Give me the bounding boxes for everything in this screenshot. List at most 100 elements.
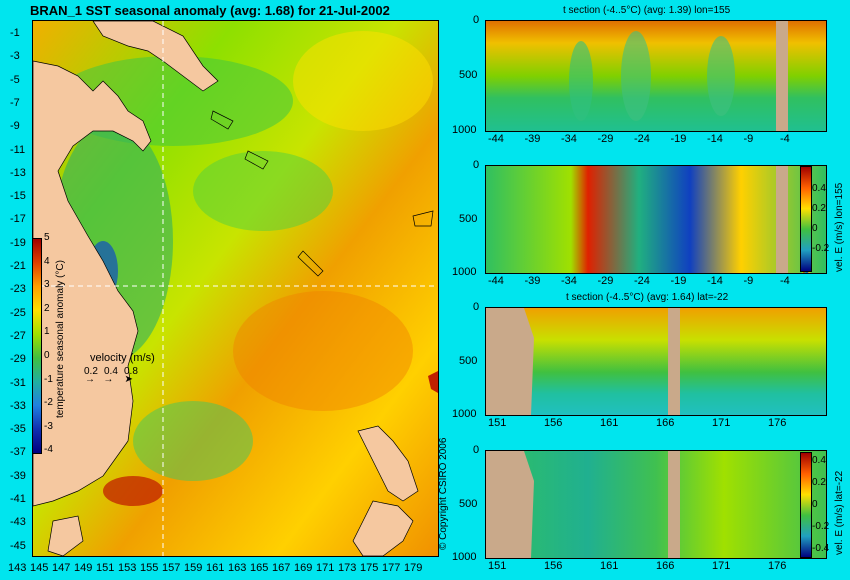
section-x-tick: 176 xyxy=(768,417,787,429)
section-x-tick: -29 xyxy=(597,275,614,287)
section-y-tick: 1000 xyxy=(452,124,477,136)
colorbar-tick: -4 xyxy=(44,444,53,456)
vel-lon-colorbar xyxy=(800,166,812,272)
map-y-tick: -21 xyxy=(10,260,26,272)
map-x-tick: 157 xyxy=(162,562,181,574)
map-x-tick: 149 xyxy=(74,562,93,574)
map-y-tick: -43 xyxy=(10,516,26,529)
map-x-tick: 169 xyxy=(294,562,313,574)
map-y-tick: -45 xyxy=(10,539,26,552)
velocity-legend-label: velocity (m/s) xyxy=(90,352,155,364)
velocity-value: 0.2 xyxy=(84,366,98,377)
vel-lat-colorbar-tick: 0 xyxy=(812,499,818,510)
vel-lat-colorbar-tick: -0.4 xyxy=(812,543,830,554)
section-x-tick: -9 xyxy=(743,133,754,145)
section-x-tick: -9 xyxy=(743,275,754,287)
t-section-lon[interactable] xyxy=(485,20,827,132)
vel-lat-colorbar-tick: 0.2 xyxy=(812,477,826,488)
map-y-tick: -11 xyxy=(10,143,26,156)
map-x-tick: 143 xyxy=(8,562,27,574)
map-y-tick: -9 xyxy=(10,120,20,133)
section-x-tick: -24 xyxy=(634,133,650,145)
section-y-tick: 0 xyxy=(473,159,480,171)
map-x-tick: 145 xyxy=(30,562,49,574)
copyright-text: © Copyright CSIRO 2006 xyxy=(438,437,449,550)
map-y-tick: -37 xyxy=(10,446,26,459)
section-y-tick: 0 xyxy=(473,14,480,26)
map-x-tick: 177 xyxy=(382,562,401,574)
map-x-tick: 159 xyxy=(184,562,203,574)
map-x-tick: 163 xyxy=(228,562,247,574)
section-x-tick: -39 xyxy=(524,133,541,145)
section-x-tick: -34 xyxy=(561,275,577,287)
map-y-tick: -1 xyxy=(10,27,20,39)
section-x-tick: 171 xyxy=(712,417,731,429)
vel-lat-label: vel. E (m/s) lat=-22 xyxy=(834,470,845,555)
map-x-tick: 173 xyxy=(338,562,357,574)
map-x-tick: 153 xyxy=(118,562,137,574)
vel-section-lon[interactable] xyxy=(485,165,827,274)
map-y-tick: -23 xyxy=(10,283,26,296)
velocity-legend-arrows: → → ➤ xyxy=(85,374,133,385)
colorbar-tick: 5 xyxy=(44,232,50,243)
vel-lon-colorbar-tick: 0.4 xyxy=(812,183,826,194)
map-y-tick: -33 xyxy=(10,399,26,412)
section-x-tick: -44 xyxy=(488,275,504,287)
section-x-tick: 156 xyxy=(544,417,563,429)
section-x-tick: 151 xyxy=(488,560,507,572)
map-x-tick: 175 xyxy=(360,562,379,574)
section-y-tick: 1000 xyxy=(452,408,477,420)
vel-lat-colorbar-tick: -0.2 xyxy=(812,521,830,532)
section-y-tick: 0 xyxy=(473,444,480,456)
section-y-tick: 1000 xyxy=(452,266,477,278)
map-x-tick: 161 xyxy=(206,562,225,574)
section-x-tick: -39 xyxy=(524,275,541,287)
map-colorbar-label: temperature seasonal anomaly (°C) xyxy=(55,260,66,418)
section-x-tick: -4 xyxy=(780,275,790,287)
t-section-lat[interactable] xyxy=(485,307,827,416)
map-y-tick: -13 xyxy=(10,166,26,179)
map-x-tick: 171 xyxy=(316,562,335,574)
vel-section-lat[interactable] xyxy=(485,450,827,559)
map-title: BRAN_1 SST seasonal anomaly (avg: 1.68) … xyxy=(30,3,390,18)
section-x-tick: 171 xyxy=(712,560,731,572)
section-x-tick: -29 xyxy=(597,133,614,145)
colorbar-tick: 3 xyxy=(44,279,50,291)
map-y-tick: -39 xyxy=(10,469,26,482)
map-y-tick: -25 xyxy=(10,306,26,319)
map-y-tick: -31 xyxy=(10,376,26,389)
section-x-tick: 161 xyxy=(600,560,619,572)
map-y-tick: -29 xyxy=(10,353,26,366)
map-x-tick: 155 xyxy=(140,562,159,574)
section-x-tick: 161 xyxy=(600,417,619,429)
section-x-tick: -14 xyxy=(707,275,723,287)
map-x-tick: 165 xyxy=(250,562,269,574)
sst-map[interactable] xyxy=(32,20,439,557)
section-y-tick: 500 xyxy=(459,354,478,367)
colorbar-tick: 0 xyxy=(44,350,50,361)
vel-lon-label: vel. E (m/s) lon=155 xyxy=(834,182,845,272)
section-x-tick: -24 xyxy=(634,275,650,287)
section-x-tick: -19 xyxy=(670,133,687,145)
t-lat-title: t section (-4..5°C) (avg: 1.64) lat=-22 xyxy=(566,292,729,303)
map-y-tick: -17 xyxy=(10,213,26,226)
section-x-tick: -44 xyxy=(488,133,504,145)
vel-lon-colorbar-tick: -0.2 xyxy=(812,243,830,254)
map-y-tick: -7 xyxy=(10,96,20,109)
map-x-tick: 151 xyxy=(96,562,115,574)
velocity-value: 0.8 xyxy=(124,366,138,377)
map-y-tick: -3 xyxy=(10,50,20,63)
section-x-tick: -19 xyxy=(670,275,687,287)
section-y-tick: 500 xyxy=(459,212,478,225)
map-x-tick: 167 xyxy=(272,562,291,574)
section-x-tick: -4 xyxy=(780,133,790,145)
colorbar-tick: -1 xyxy=(44,373,53,385)
map-y-tick: -19 xyxy=(10,236,26,249)
section-y-tick: 500 xyxy=(459,497,478,510)
vel-lon-colorbar-tick: 0 xyxy=(812,223,818,234)
section-x-tick: 166 xyxy=(656,560,675,572)
section-x-tick: 166 xyxy=(656,417,675,429)
t-lon-title: t section (-4..5°C) (avg: 1.39) lon=155 xyxy=(563,5,731,16)
map-y-tick: -15 xyxy=(10,190,26,203)
colorbar-tick: -2 xyxy=(44,397,53,409)
